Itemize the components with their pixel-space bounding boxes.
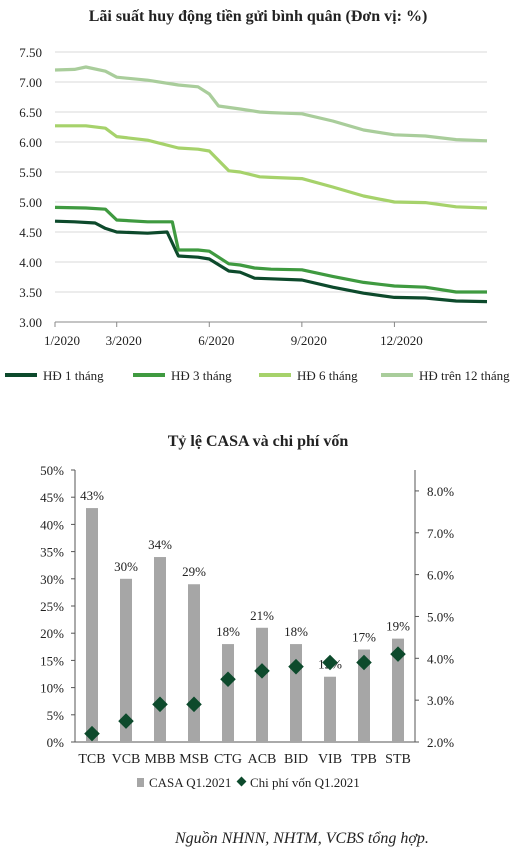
left-tick-label: 5% xyxy=(47,708,65,723)
x-category-label: BID xyxy=(284,752,308,767)
legend-label: HĐ 1 tháng xyxy=(43,368,104,383)
bar-vcb xyxy=(120,578,132,742)
bar-value-label: 29% xyxy=(182,564,206,579)
bar-value-label: 18% xyxy=(284,624,308,639)
y-tick-label: 3.00 xyxy=(19,315,42,330)
legend-item: Chi phí vốn Q1.2021 xyxy=(236,775,360,790)
legend-swatch xyxy=(236,776,247,787)
x-tick-label: 9/2020 xyxy=(291,333,327,348)
cost-point-ctg xyxy=(220,671,236,688)
x-category-label: STB xyxy=(385,752,411,767)
bar-value-label: 19% xyxy=(386,619,410,634)
bar-tpb xyxy=(358,649,370,742)
legend-label: HĐ trên 12 tháng xyxy=(419,368,510,383)
cost-point-acb xyxy=(254,663,270,679)
series-line-hđ-1-tháng xyxy=(54,219,488,304)
bar-value-label: 34% xyxy=(148,537,172,552)
right-tick-label: 7.0% xyxy=(427,526,454,541)
x-category-label: TPB xyxy=(351,752,377,767)
source-note: Nguồn NHNN, NHTM, VCBS tổng hợp. xyxy=(175,830,429,847)
y-tick-label: 6.50 xyxy=(19,105,42,120)
bar-value-label: 30% xyxy=(114,559,138,574)
deposit-rate-line-chart: 3.00 3.50 4.00 4.50 5.00 5.50 6.00 6.50 7.00 7.50… xyxy=(5,45,510,383)
x-tick-label: 1/2020 xyxy=(44,333,80,348)
cost-point-vcb xyxy=(118,713,134,729)
left-tick-label: 25% xyxy=(40,599,64,614)
right-tick-label: 3.0% xyxy=(427,693,454,708)
x-tick-label: 12/2020 xyxy=(380,333,423,348)
left-tick-label: 45% xyxy=(40,490,64,505)
y-tick-label: 5.50 xyxy=(19,165,42,180)
x-category-label: MBB xyxy=(144,752,175,767)
chart1-title: Lãi suất huy động tiền gửi bình quân (Đơ… xyxy=(88,8,428,25)
legend-label: CASA Q1.2021 xyxy=(149,775,231,790)
series-line-hđ-3-tháng xyxy=(54,205,487,294)
bar-bid xyxy=(290,644,302,742)
bar-value-label: 43% xyxy=(80,488,104,503)
right-tick-label: 5.0% xyxy=(427,609,454,624)
y-tick-label: 7.50 xyxy=(19,45,42,60)
series-line-hđ-6-tháng xyxy=(55,124,488,210)
y-tick-label: 5.00 xyxy=(19,195,42,210)
x-category-label: VCB xyxy=(112,752,141,767)
left-tick-label: 20% xyxy=(40,626,64,641)
casa-cost-bar-chart: 0% 5% 10% 15% 20% 25% 30% 35% 40% 45% 50% 2.0% 3.0% 4… xyxy=(40,463,454,790)
bar-value-label: 17% xyxy=(352,630,376,645)
x-category-label: VIB xyxy=(318,752,342,767)
bar-acb xyxy=(256,627,268,742)
left-tick-label: 10% xyxy=(40,681,64,696)
bar-value-label: 21% xyxy=(250,608,274,623)
x-category-label: TCB xyxy=(78,752,105,767)
legend-label: HĐ 3 tháng xyxy=(171,368,232,383)
left-tick-label: 35% xyxy=(40,545,64,560)
bar-vib xyxy=(324,676,336,742)
cost-point-stb xyxy=(390,646,406,662)
x-tick-label: 6/2020 xyxy=(198,333,234,348)
y-tick-label: 7.00 xyxy=(19,75,42,90)
legend-label: HĐ 6 tháng xyxy=(297,368,358,383)
left-tick-label: 30% xyxy=(40,572,64,587)
bar-stb xyxy=(392,638,404,742)
left-tick-label: 40% xyxy=(40,517,64,532)
bar-ctg xyxy=(222,644,234,742)
x-category-label: CTG xyxy=(214,752,242,767)
legend-swatch xyxy=(137,778,144,787)
legend-item: HĐ 1 tháng xyxy=(5,368,104,383)
x-category-label: MSB xyxy=(179,752,209,767)
bar-tcb xyxy=(86,508,98,742)
legend-label: Chi phí vốn Q1.2021 xyxy=(250,775,360,790)
x-tick-label: 3/2020 xyxy=(106,333,142,348)
cost-point-mbb xyxy=(152,696,168,713)
right-tick-label: 6.0% xyxy=(427,568,454,583)
legend-item: HĐ trên 12 tháng xyxy=(381,368,510,383)
y-tick-label: 4.00 xyxy=(19,255,42,270)
right-tick-label: 2.0% xyxy=(427,735,454,750)
left-tick-label: 50% xyxy=(40,463,64,478)
right-tick-label: 8.0% xyxy=(427,484,454,499)
bar-mbb xyxy=(154,557,166,742)
legend-item: HĐ 6 tháng xyxy=(259,368,358,383)
bar-msb xyxy=(188,584,200,742)
cost-point-tcb xyxy=(84,725,100,742)
x-category-label: ACB xyxy=(248,752,277,767)
left-tick-label: 15% xyxy=(40,653,64,668)
y-tick-label: 4.50 xyxy=(19,225,42,240)
cost-point-msb xyxy=(186,696,202,713)
legend-item: HĐ 3 tháng xyxy=(133,368,232,383)
y-tick-label: 6.00 xyxy=(19,135,42,150)
bar-value-label: 18% xyxy=(216,624,240,639)
right-tick-label: 4.0% xyxy=(427,651,454,666)
left-tick-label: 0% xyxy=(47,735,65,750)
series-line-hđ-trên-12-tháng xyxy=(54,65,488,143)
y-tick-label: 3.50 xyxy=(19,285,42,300)
chart2-title: Tỷ lệ CASA và chi phí vốn xyxy=(167,433,349,450)
legend-item: CASA Q1.2021 xyxy=(137,775,231,790)
